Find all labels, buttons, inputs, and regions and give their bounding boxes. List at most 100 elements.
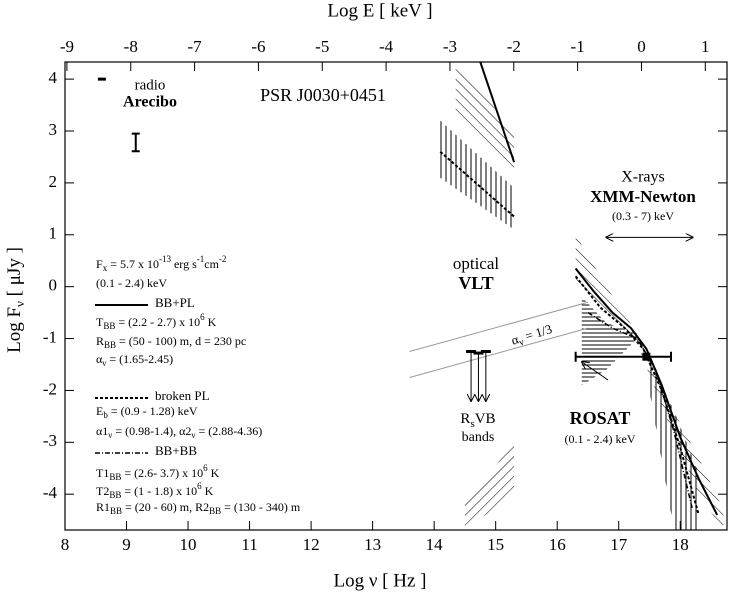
text-part: -2 (219, 254, 227, 264)
legend-text: T2BB = (1 - 1.8) x 106 K (96, 481, 214, 500)
text-part: = (2.2 - 2.7) x 10 (115, 315, 200, 329)
text-part: x (103, 263, 108, 273)
rosat-bar (574, 351, 673, 362)
radio-error-bar (131, 132, 140, 153)
y-tick-label: -3 (43, 431, 57, 450)
legend-text: TBB = (2.2 - 2.7) x 106 K (96, 312, 217, 331)
text-part: α (96, 352, 103, 366)
top-tick-label: -3 (443, 37, 457, 56)
x-tick-label: 11 (241, 535, 257, 554)
text-part: cm (204, 257, 219, 271)
top-axis-title: Log E [ keV ] (327, 0, 432, 21)
legend-label: BB+PL (155, 295, 195, 310)
text-part: erg s (171, 257, 197, 271)
model-line (574, 275, 700, 516)
text-part: ν (108, 430, 112, 440)
text-part: E (96, 404, 103, 418)
text-part: = (50 - 100) m, d = 230 pc (116, 334, 246, 348)
text-part: BB (104, 340, 116, 350)
text-part: = (2.88-4.36) (196, 424, 263, 438)
legend-text: αν = (1.65-2.45) (96, 352, 173, 368)
model-line (439, 151, 515, 218)
text-part: ν (191, 430, 195, 440)
chart-title: PSR J0030+0451 (260, 85, 386, 105)
x-tick-label: 14 (426, 535, 444, 554)
legend-text: Eb = (0.9 - 1.28) keV (96, 404, 198, 420)
annotation: X-rays (621, 169, 665, 186)
text-part: -1 (197, 254, 205, 264)
y-tick-label: 1 (49, 224, 58, 243)
text-part: α1 (96, 424, 108, 438)
top-tick-label: -4 (379, 37, 394, 56)
x-tick-label: 15 (487, 535, 504, 554)
legend-text: Fx = 5.7 x 10-13 erg s-1cm-2 (96, 254, 226, 273)
text-part: R1 (96, 500, 110, 514)
legend-text: T1BB = (2.6- 3.7) x 106 K (96, 463, 220, 482)
x-axis-title: Log ν [ Hz ] (333, 570, 426, 591)
x-tick-label: 8 (61, 535, 70, 554)
text-part: K (202, 484, 214, 498)
text-part: 6 (200, 312, 205, 322)
legend-label: broken PL (155, 388, 210, 403)
text-part: BB (110, 506, 122, 516)
legend-label: BB+BB (155, 443, 197, 458)
y-tick-label: -2 (43, 379, 57, 398)
guide-line (409, 301, 589, 352)
x-tick-label: 17 (610, 535, 628, 554)
top-tick-label: -6 (251, 37, 265, 56)
legend-text: (0.1 - 2.4) keV (96, 276, 167, 290)
text-part: T1 (96, 466, 109, 480)
text-part: (0.1 - 2.4) keV (96, 276, 167, 290)
annotation: radio (135, 77, 166, 93)
legend: BB+PL broken PL BB+BB Fx = 5.7 x 10-13 e… (95, 254, 301, 516)
annotation: optical (453, 254, 500, 273)
text-part: = (1.65-2.45) (106, 352, 173, 366)
top-tick-label: -8 (124, 37, 138, 56)
top-tick-label: 1 (701, 37, 710, 56)
text-part: T2 (96, 484, 109, 498)
annotation: (0.3 - 7) keV (612, 209, 674, 223)
hatched-region (649, 359, 699, 530)
annotation: ROSAT (570, 408, 631, 428)
hatched-region (581, 297, 638, 386)
top-tick-label: -7 (188, 37, 203, 56)
text-part: 6 (203, 463, 208, 473)
text-part: = (1 - 1.8) x 10 (121, 484, 197, 498)
model-line (574, 267, 719, 516)
hatched-region (455, 62, 515, 173)
annotation: Arecibo (123, 94, 177, 111)
text-part: BB (109, 490, 121, 500)
text-part: ν (102, 358, 106, 368)
model-line (479, 61, 516, 163)
top-tick-label: 0 (637, 37, 646, 56)
legend-text: α1ν = (0.98-1.4), α2ν = (2.88-4.36) (96, 424, 262, 440)
text-part: K (205, 315, 217, 329)
legend-text: RBB = (50 - 100) m, d = 230 pc (96, 334, 246, 350)
text-part: F (96, 257, 103, 271)
text-part: = (130 - 340) m (221, 500, 301, 514)
annotation: αν = 1/3 (509, 321, 554, 351)
top-tick-label: -5 (315, 37, 329, 56)
text-part: = (0.9 - 1.28) keV (108, 404, 198, 418)
annotation: (0.1 - 2.4) keV (565, 432, 636, 446)
top-tick-label: -9 (60, 37, 74, 56)
x-tick-label: 12 (303, 535, 320, 554)
text-part: BB (209, 506, 221, 516)
text-part: = (2.6- 3.7) x 10 (121, 466, 203, 480)
hatched-region (464, 442, 515, 530)
x-tick-label: 9 (122, 535, 131, 554)
plot-frame (64, 61, 728, 531)
text-part: = (20 - 60) m, R2 (122, 500, 209, 514)
guide-line (409, 327, 589, 378)
text-part: -13 (159, 254, 171, 264)
annotation: XMM-Newton (590, 187, 696, 206)
x-tick-label: 13 (364, 535, 381, 554)
text-part: b (103, 410, 108, 420)
x-tick-label: 18 (672, 535, 689, 554)
text-part: T (96, 315, 104, 329)
y-tick-label: -1 (43, 327, 57, 346)
text-part: BB (109, 472, 121, 482)
text-part: = (0.98-1.4), α2 (112, 424, 191, 438)
y-tick-label: -4 (43, 483, 58, 502)
